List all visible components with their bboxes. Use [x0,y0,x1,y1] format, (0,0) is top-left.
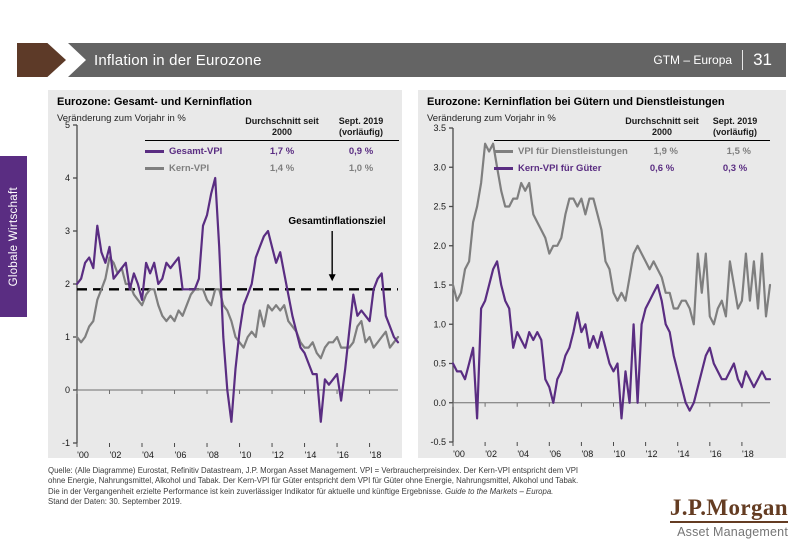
series-name: VPI für Dienstleistungen [518,146,628,158]
svg-text:3.0: 3.0 [433,162,446,172]
series-swatch [494,150,513,154]
svg-text:5: 5 [65,120,70,130]
svg-text:'06: '06 [175,450,187,458]
chart-title: Eurozone: Kerninflation bei Gütern und D… [427,96,725,108]
svg-text:'00: '00 [453,449,465,458]
source-line: Stand der Daten: 30. September 2019. [48,497,182,507]
svg-text:1.5: 1.5 [433,280,446,290]
series-avg-value: 1,4 % [269,163,295,175]
series-name: Kern-VPI [169,163,210,175]
svg-text:'00: '00 [77,450,89,458]
section-arrow-icon [17,43,66,77]
svg-text:'04: '04 [142,450,154,458]
svg-text:'18: '18 [370,450,382,458]
svg-text:'02: '02 [485,449,497,458]
legend-col-header: Sept. 2019 (vorläufig) [712,116,758,137]
series-avg-value: 1,9 % [653,146,678,158]
svg-text:'16: '16 [710,449,722,458]
chart-panel-left: 5 4 3 2 1 0 -1 '00 '02 '04 '06 '08 '10 '12 '14 '16 '18 E… [48,90,402,458]
series-name: Gesamt-VPI [169,146,223,158]
svg-text:2.0: 2.0 [433,241,446,251]
legend-col-header: Durchschnitt seit 2000 [625,116,699,137]
header-banner: Inflation in der Eurozone GTM – Europa 3… [68,43,786,77]
legend-header-row: Durchschnitt seit 2000 Sept. 2019 (vorlä… [494,116,770,137]
legend-row: VPI für Dienstleistungen 1,9 % 1,5 % [494,143,770,160]
series-name: Kern-VPI für Güter [518,163,602,175]
chart-panel-right: 3.5 3.0 2.5 2.0 1.5 1.0 0.5 0.0 -0.5 '00 '02 '04 '06… [418,90,786,458]
jpmorgan-logo-wordmark: J.P.Morgan [669,496,788,523]
svg-text:0: 0 [65,385,70,395]
legend-row: Gesamt-VPI 1,7 % 0,9 % [145,143,399,160]
source-note: Quelle: (Alle Diagramme) Eurostat, Refin… [48,466,698,508]
svg-text:'12: '12 [646,449,658,458]
series-swatch [494,167,513,171]
svg-text:'08: '08 [207,450,219,458]
svg-text:'10: '10 [240,450,252,458]
legend-col-header: Durchschnitt seit 2000 [245,116,319,137]
svg-text:'04: '04 [517,449,529,458]
svg-text:-1: -1 [62,438,70,448]
svg-text:'12: '12 [272,450,284,458]
series-latest-value: 0,9 % [348,146,374,158]
line-chart-core-inflation: 3.5 3.0 2.5 2.0 1.5 1.0 0.5 0.0 -0.5 '00 '02 '04 '06… [430,123,772,458]
legend-col-header: Sept. 2019 (vorläufig) [338,116,384,137]
svg-text:'02: '02 [110,450,122,458]
svg-text:'14: '14 [305,450,317,458]
svg-text:4: 4 [65,173,70,183]
header-divider [742,50,744,70]
svg-text:'18: '18 [742,449,754,458]
svg-text:-0.5: -0.5 [430,437,446,447]
series-latest-value: 0,3 % [722,163,748,175]
series-avg-value: 0,6 % [649,163,675,175]
brand-label: GTM – Europa [653,53,733,67]
svg-text:'08: '08 [582,449,594,458]
legend-table: Durchschnitt seit 2000 Sept. 2019 (vorlä… [494,116,770,177]
header-right: GTM – Europa 31 [653,43,772,77]
jpmorgan-logo-subtitle: Asset Management [677,525,788,539]
guide-title: Guide to the Markets – Europa. [445,486,554,496]
series-latest-value: 1,0 % [348,163,374,175]
legend-table: Durchschnitt seit 2000 Sept. 2019 (vorlä… [145,116,399,177]
legend-row: Kern-VPI für Güter 0,6 % 0,3 % [494,160,770,177]
source-line: ohne Energie, Nahrungsmittel, Alkohol un… [48,476,579,486]
line-chart-inflation: 5 4 3 2 1 0 -1 '00 '02 '04 '06 '08 '10 '12 '14 '16 '18 [62,120,400,458]
series-avg-value: 1,7 % [269,146,295,158]
svg-text:2: 2 [65,279,70,289]
svg-text:1.0: 1.0 [433,319,446,329]
sidebar-section-label: Globale Wirtschaft [7,186,20,287]
svg-text:3: 3 [65,226,70,236]
svg-text:3.5: 3.5 [433,123,446,133]
series-swatch [145,150,164,154]
chart-title: Eurozone: Gesamt- und Kerninflation [57,96,252,108]
svg-text:0.0: 0.0 [433,398,446,408]
legend-rule [145,140,399,142]
svg-text:'16: '16 [337,450,349,458]
source-line: Die in der Vergangenheit erzielte Perfor… [48,486,554,496]
svg-text:'06: '06 [549,449,561,458]
source-line: Quelle: (Alle Diagramme) Eurostat, Refin… [48,466,579,475]
jpmorgan-logo: J.P.Morgan Asset Management [669,496,788,539]
legend-rule [494,140,770,142]
series-latest-value: 1,5 % [726,146,751,158]
svg-text:1: 1 [65,332,70,342]
target-line-annotation: Gesamtinflationsziel [288,216,386,227]
sidebar-section-tab: Globale Wirtschaft [0,156,27,317]
legend-header-row: Durchschnitt seit 2000 Sept. 2019 (vorlä… [145,116,399,137]
page-title: Inflation in der Eurozone [94,51,262,69]
svg-text:'10: '10 [614,449,626,458]
series-swatch [145,167,164,171]
legend-row: Kern-VPI 1,4 % 1,0 % [145,160,399,177]
chart-subtitle: Veränderung zum Vorjahr in % [57,113,186,124]
svg-text:2.5: 2.5 [433,202,446,212]
svg-text:0.5: 0.5 [433,359,446,369]
page-number: 31 [753,50,772,69]
chart-subtitle: Veränderung zum Vorjahr in % [427,113,556,124]
svg-text:'14: '14 [678,449,690,458]
